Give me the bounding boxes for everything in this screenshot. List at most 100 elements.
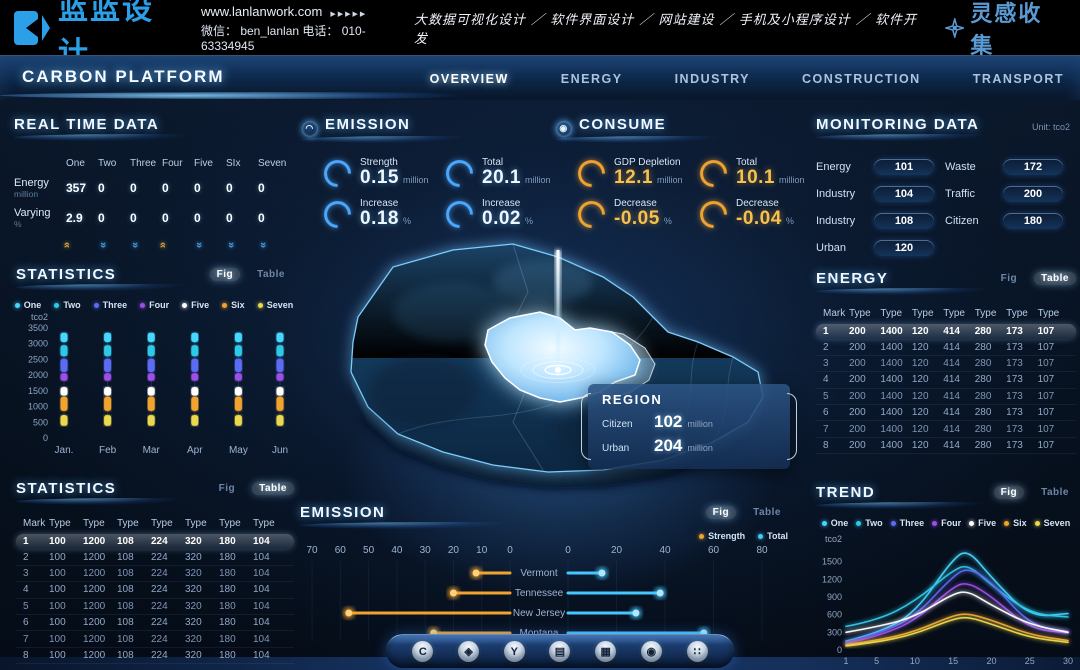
nav-item-industry[interactable]: INDUSTRY (674, 71, 751, 86)
stat-label: GDP Depletion (614, 156, 681, 168)
chart-bars-icon[interactable]: ▤ (549, 641, 571, 662)
table-toggle[interactable]: Table (257, 269, 285, 280)
pin-y-icon[interactable]: Y (503, 641, 525, 662)
stat-value-row: 12.1 million (614, 167, 683, 188)
nav-item-transport[interactable]: TRANSPORT (972, 71, 1064, 86)
hex-nut-icon[interactable]: ◉ (640, 641, 662, 662)
data-value: 0 (226, 181, 233, 195)
row-label: Energy million (14, 176, 49, 200)
table-cell: 1200 (83, 551, 106, 563)
table-cell: 4 (823, 374, 829, 386)
table-row[interactable]: 2 100 1200 108 224 320 180 104 (16, 549, 294, 566)
table-row[interactable]: 1 200 1400 120 414 280 173 107 (816, 324, 1076, 340)
gold-arc-icon (572, 194, 611, 234)
legend-label: One (830, 518, 849, 528)
blue-arc-icon (318, 194, 357, 234)
emission-stats: Strength 0.15 million Total 20.1 million Incre… (318, 153, 554, 234)
carbon-home-icon[interactable]: C (412, 641, 434, 662)
monitoring-row: Citizen 180 (945, 207, 1074, 234)
monitoring-label: Energy (816, 160, 851, 173)
stat-item: Decrease -0.05% (572, 194, 700, 234)
table-cell: 173 (1006, 439, 1023, 451)
table-toggle[interactable]: Table (753, 507, 781, 518)
table-row[interactable]: 5 100 1200 108 224 320 180 104 (16, 599, 294, 615)
table-cell: 200 (849, 357, 866, 369)
svg-text:500: 500 (33, 417, 48, 427)
apps-grid-icon[interactable]: ∷ (686, 641, 708, 662)
gold-arc-icon (694, 194, 733, 234)
table-toggle[interactable]: Table (1041, 487, 1069, 498)
stat-item: Increase 0.18% (318, 194, 446, 234)
table-cell: 108 (117, 649, 134, 661)
monitoring-label: Urban (816, 241, 846, 254)
legend-dot (257, 302, 263, 308)
column-header: Seven (258, 157, 287, 169)
monitor-chart-icon[interactable]: ▦ (595, 641, 617, 662)
fig-toggle[interactable]: Fig (209, 268, 241, 281)
table-row[interactable]: 6 200 1400 120 414 280 173 107 (816, 405, 1076, 422)
blue-arc-icon (318, 153, 357, 193)
table-cell: 120 (911, 390, 929, 402)
stat-value-row: 20.1 million (482, 167, 551, 188)
table-row[interactable]: 7 200 1400 120 414 280 173 107 (816, 421, 1076, 438)
legend-dot (54, 302, 60, 308)
legend-dot (821, 520, 827, 526)
region-row-label: Urban (602, 443, 630, 454)
collect-logo[interactable]: 灵感收集 (944, 0, 1064, 60)
table-row[interactable]: 4 100 1200 108 224 320 180 104 (16, 582, 294, 599)
table-cell: 1400 (880, 374, 903, 386)
table-cell: 107 (1037, 407, 1055, 419)
table-row[interactable]: 8 200 1400 120 414 280 173 107 (816, 438, 1076, 455)
chart-legend: Strength Total (300, 531, 788, 541)
stat-item: Increase 0.02% (440, 194, 564, 234)
table-cell: 100 (49, 600, 66, 612)
table-header-row: Mark Type Type Type Type Type Type Type (16, 513, 294, 534)
table-cell: 173 (1006, 423, 1023, 435)
table-row[interactable]: 8 100 1200 108 224 320 180 104 (16, 648, 294, 665)
table-cell: 180 (219, 567, 236, 579)
fig-toggle[interactable]: Fig (993, 486, 1025, 499)
table-row[interactable]: 7 100 1200 108 224 320 180 104 (16, 631, 294, 648)
legend-label: Six (231, 300, 245, 310)
table-row[interactable]: 5 200 1400 120 414 280 173 107 (816, 389, 1076, 405)
title-swoosh (14, 134, 264, 141)
data-value: 0 (258, 181, 265, 195)
nav-item-energy[interactable]: ENERGY (560, 71, 623, 86)
website-url[interactable]: www.lanlanwork.com (200, 3, 323, 19)
consume-stats: GDP Depletion 12.1 million Total 10.1 million… (572, 153, 806, 234)
nav-item-overview[interactable]: OVERVIEW (429, 71, 509, 86)
table-row[interactable]: 3 200 1400 120 414 280 173 107 (816, 356, 1076, 373)
svg-text:tco2: tco2 (825, 534, 842, 544)
nav-item-construction[interactable]: CONSTRUCTION (802, 71, 921, 86)
gear-icon[interactable]: ◈ (458, 641, 480, 662)
stat-label: Increase (360, 197, 399, 209)
stat-label: Strength (360, 156, 398, 168)
legend-label: Five (191, 300, 210, 310)
map-visual[interactable] (303, 222, 808, 517)
table-row[interactable]: 4 200 1400 120 414 280 173 107 (816, 372, 1076, 389)
monitoring-label: Industry (816, 187, 856, 200)
column-header: Two (98, 157, 117, 169)
panel-title: CONSUME (579, 116, 667, 133)
table-cell: 100 (49, 584, 66, 596)
spacer (14, 153, 66, 173)
table-row[interactable]: 2 200 1400 120 414 280 173 107 (816, 339, 1076, 356)
table-toggle[interactable]: Table (252, 482, 294, 495)
table-toggle[interactable]: Table (1034, 272, 1076, 285)
data-value: 0 (226, 211, 233, 225)
fig-toggle[interactable]: Fig (1000, 273, 1018, 284)
column-header: Mark (23, 518, 46, 529)
fig-toggle[interactable]: Fig (218, 483, 236, 494)
panel-title: STATISTICS (16, 480, 117, 497)
table-cell: 414 (943, 423, 960, 435)
table-row[interactable]: 1 100 1200 108 224 320 180 104 (16, 534, 294, 550)
panel-title: STATISTICS (16, 266, 117, 283)
table-row[interactable]: 6 100 1200 108 224 320 180 104 (16, 615, 294, 632)
region-row-unit: million (687, 443, 713, 453)
table-row[interactable]: 3 100 1200 108 224 320 180 104 (16, 566, 294, 583)
monitoring-row: Waste 172 (945, 153, 1074, 180)
table-cell: 200 (849, 423, 866, 435)
emission-panel: ◠ EMISSION Strength 0.15 million Total 20.1 m… (302, 116, 554, 234)
fig-toggle[interactable]: Fig (705, 506, 737, 519)
table-cell: 4 (23, 584, 29, 596)
